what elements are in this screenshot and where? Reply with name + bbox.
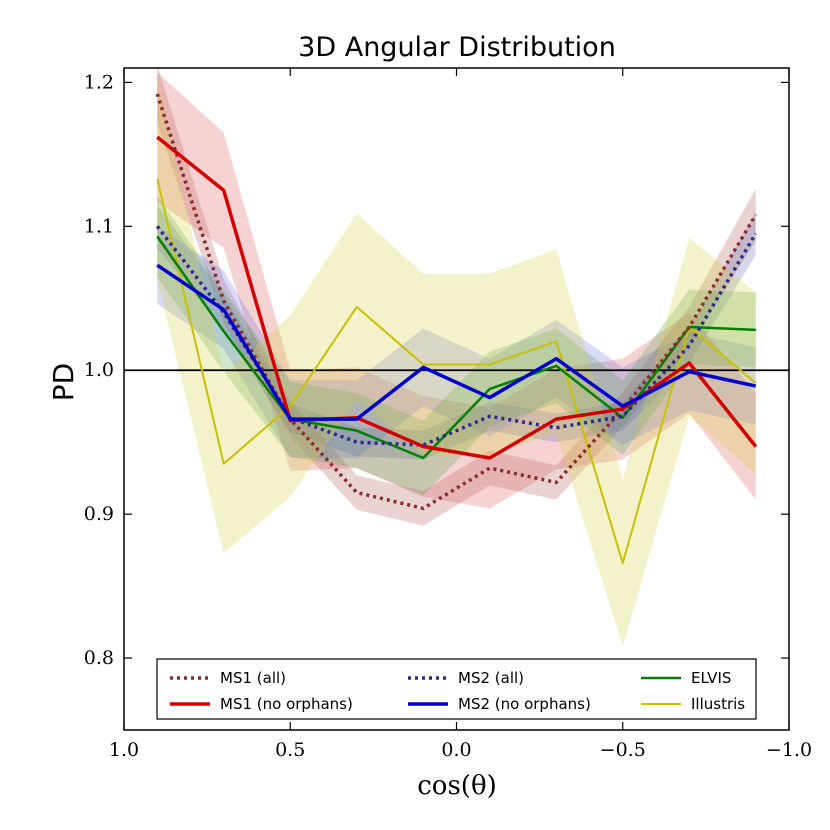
legend: MS1 (all) MS1 (no orphans) MS2 (all) MS2 (n… <box>156 658 757 720</box>
legend-label-2: MS2 (all) <box>458 669 524 687</box>
line-series-3 <box>156 263 757 421</box>
line-series-5 <box>156 178 757 565</box>
x-tick-label: 1.0 <box>109 739 139 761</box>
line-series-1 <box>156 135 758 460</box>
y-tick-label: 1.0 <box>84 359 114 381</box>
y-tick-label: 0.9 <box>84 503 114 525</box>
x-tick-label: 0.0 <box>441 739 471 761</box>
x-tick-label: −1.0 <box>766 739 812 761</box>
series-lines <box>155 93 758 565</box>
band-series-3 <box>157 226 756 459</box>
legend-box <box>156 658 757 720</box>
band-series-1 <box>157 72 756 509</box>
legend-label-4: ELVIS <box>691 669 731 687</box>
x-axis-label: cos(θ) <box>417 771 497 801</box>
y-tick-label: 1.2 <box>84 71 114 93</box>
legend-label-5: Illustris <box>691 695 745 713</box>
line-series-4 <box>156 235 756 460</box>
legend-label-0: MS1 (all) <box>220 669 286 687</box>
y-axis-label: PD <box>47 363 80 401</box>
line-series-2 <box>155 225 758 447</box>
x-tick-label: −0.5 <box>600 739 646 761</box>
legend-label-3: MS2 (no orphans) <box>458 695 591 713</box>
chart-title: 3D Angular Distribution <box>298 32 616 63</box>
y-tick-label: 1.1 <box>84 215 114 237</box>
y-tick-label: 0.8 <box>84 647 114 669</box>
x-tick-label: 0.5 <box>275 739 305 761</box>
legend-label-1: MS1 (no orphans) <box>220 695 353 713</box>
ticks: 1.0 0.5 0.0 −0.5 −1.0 0.8 0.9 1.0 1.1 1.2 <box>84 68 812 761</box>
